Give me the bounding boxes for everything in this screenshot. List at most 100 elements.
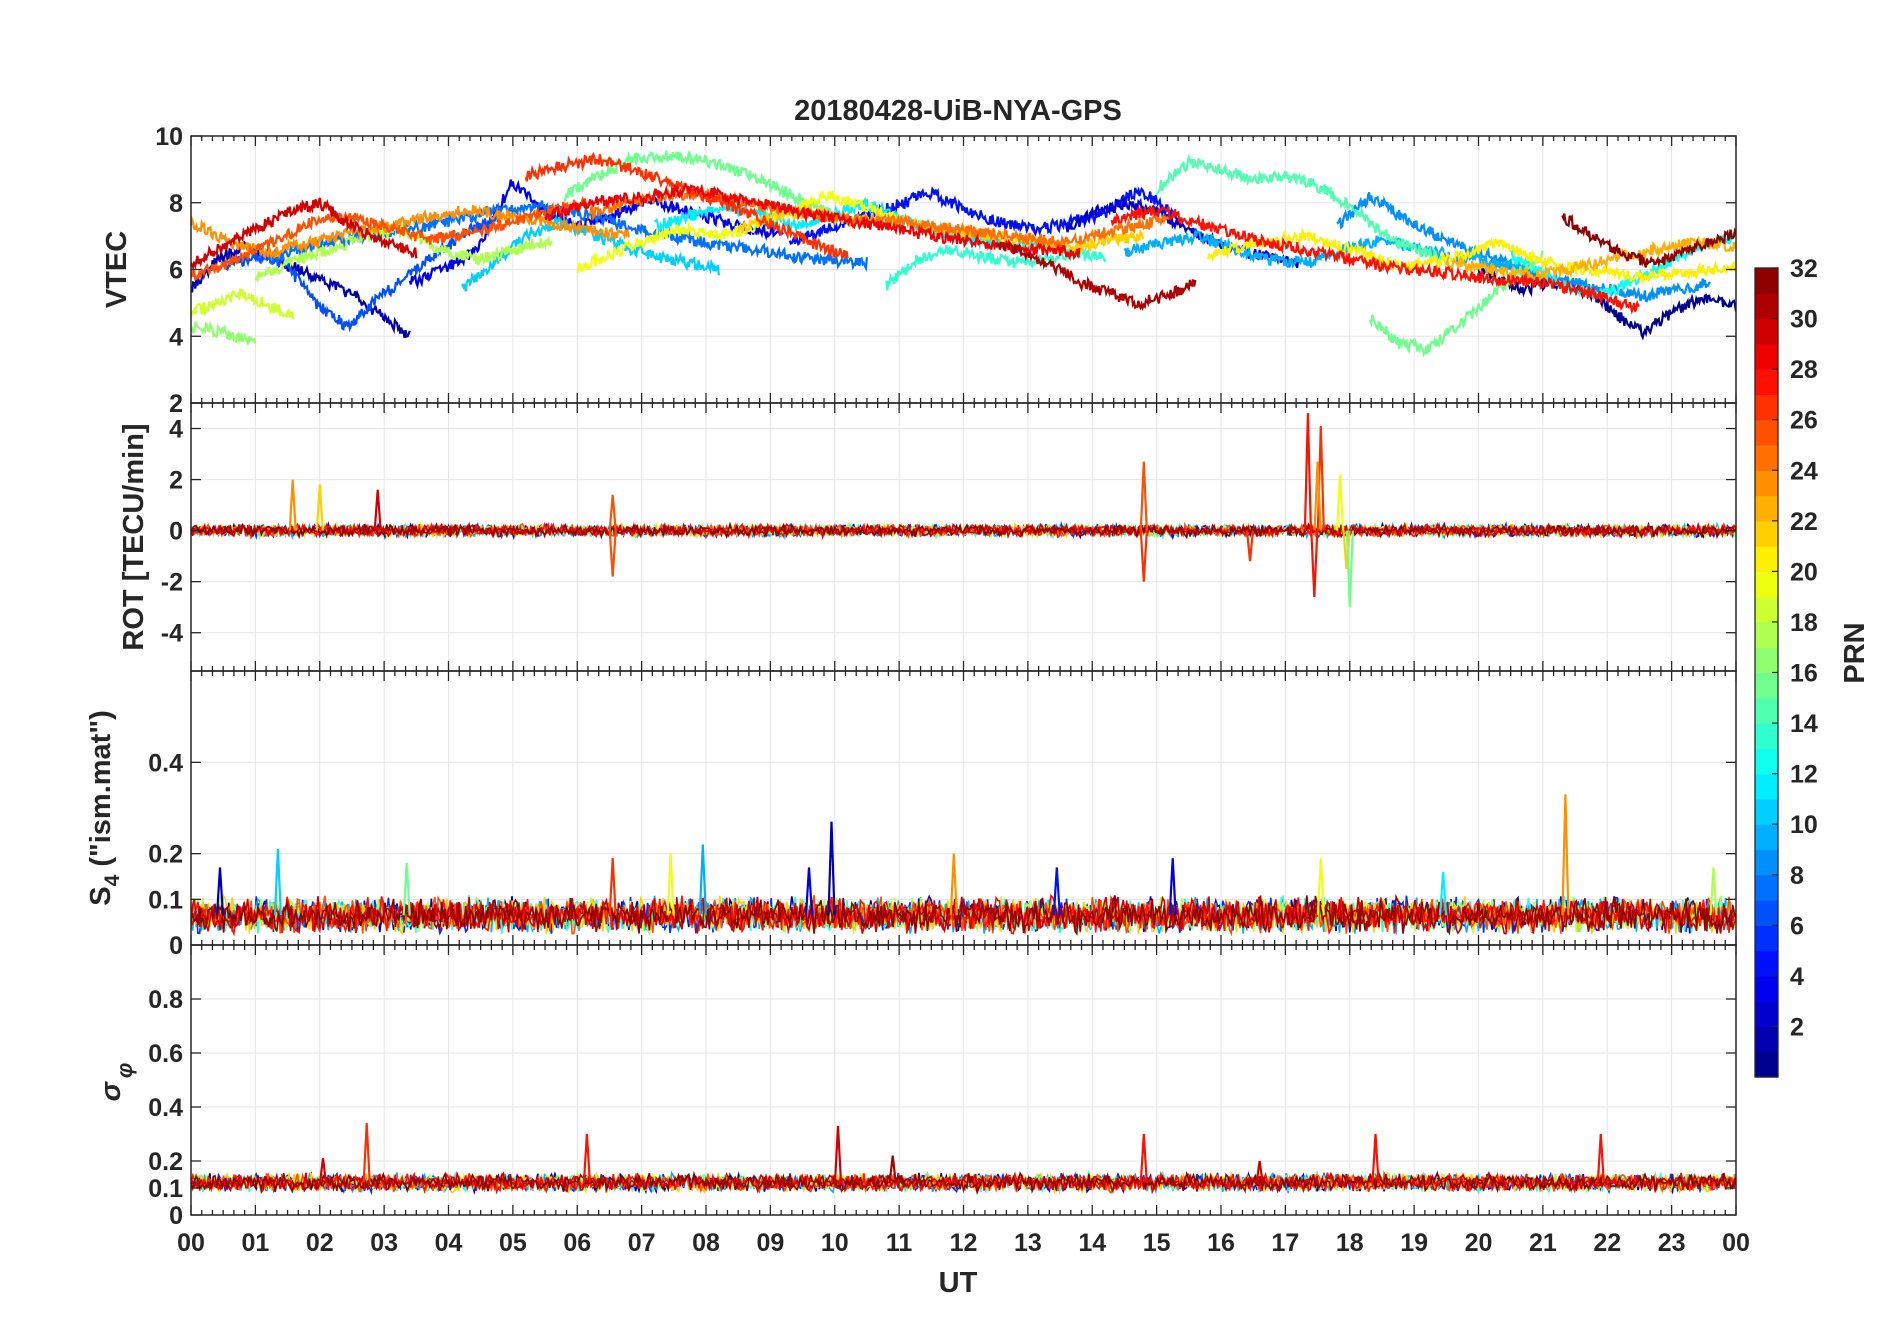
x-tick-label: 09 <box>756 1229 784 1257</box>
colorbar-segment-31 <box>1755 293 1778 320</box>
series-prn-32 <box>191 1170 1736 1196</box>
spike-prn-24 <box>1313 461 1322 531</box>
y-tick-label: 6 <box>169 257 183 285</box>
series-group-s4 <box>191 794 1736 937</box>
colorbar-segment-27 <box>1755 394 1778 421</box>
colorbar-segment-18 <box>1755 621 1778 648</box>
y-tick-label: 0.8 <box>148 986 183 1014</box>
colorbar-label: PRN <box>1839 622 1871 683</box>
y-tick-label: -4 <box>161 620 183 648</box>
x-tick-label: 08 <box>692 1229 720 1257</box>
colorbar-tick-label: 2 <box>1790 1013 1804 1041</box>
y-tick-label: 2 <box>169 390 183 418</box>
x-tick-label: 03 <box>370 1229 398 1257</box>
colorbar-segment-6 <box>1755 925 1778 952</box>
x-tick-label: 14 <box>1078 1229 1106 1257</box>
x-tick-label: 00 <box>1722 1229 1750 1257</box>
spike-prn-28 <box>1596 1133 1605 1183</box>
colorbar-segment-8 <box>1755 874 1778 901</box>
series-prn-32 <box>1561 213 1736 268</box>
colorbar-segment-30 <box>1755 318 1778 345</box>
series-prn-16 <box>563 150 836 221</box>
series-prn-32 <box>191 521 1736 540</box>
y-axis-title-s4: S4 ("ism.mat") <box>85 710 124 906</box>
y-axis-title-rot: ROT [TECU/min] <box>118 423 150 650</box>
spike-prn-20 <box>1336 474 1345 531</box>
spike-prn-30 <box>1255 1160 1264 1183</box>
x-tick-label: 16 <box>1207 1229 1235 1257</box>
x-tick-label: 23 <box>1658 1229 1686 1257</box>
series-prn-23 <box>1445 235 1736 284</box>
spike-prn-2 <box>827 821 836 916</box>
y-tick-label: 0.4 <box>148 1094 183 1122</box>
spike-prn-10 <box>698 844 707 916</box>
ticks-vtec <box>190 135 1737 404</box>
spike-prn-24 <box>288 479 297 531</box>
colorbar-tick-label: 20 <box>1790 558 1818 586</box>
spike-prn-27 <box>1139 530 1148 582</box>
series-prn-32 <box>191 893 1736 936</box>
series-prn-24 <box>191 204 630 261</box>
colorbar-tick-label: 12 <box>1790 761 1818 789</box>
colorbar-segment-17 <box>1755 647 1778 674</box>
spike-prn-22 <box>315 484 324 531</box>
colorbar-tick-label: 16 <box>1790 660 1818 688</box>
spike-prn-20 <box>666 853 675 916</box>
spike-prn-22 <box>1342 530 1351 569</box>
colorbar-tick-label: 8 <box>1790 862 1804 890</box>
spike-prn-24 <box>1561 794 1570 916</box>
x-tick-label: 06 <box>563 1229 591 1257</box>
colorbar-tick-label: 10 <box>1790 811 1818 839</box>
x-tick-label: 17 <box>1271 1229 1299 1257</box>
colorbar-segment-1 <box>1755 1051 1778 1078</box>
spike-prn-27 <box>608 858 617 916</box>
spike-prn-30 <box>373 489 382 531</box>
spike-prn-5 <box>1052 867 1061 916</box>
x-tick-label: 00 <box>177 1229 205 1257</box>
colorbar-segment-7 <box>1755 900 1778 926</box>
x-tick-label: 15 <box>1143 1229 1171 1257</box>
x-tick-label: 22 <box>1593 1229 1621 1257</box>
colorbar-segment-16 <box>1755 672 1778 699</box>
x-tick-label: 12 <box>950 1229 978 1257</box>
y-tick-label: 0.6 <box>148 1040 183 1068</box>
x-tick-label: 21 <box>1529 1229 1557 1257</box>
x-tick-label: 13 <box>1014 1229 1042 1257</box>
series-prn-26 <box>191 195 591 281</box>
panel-sigma-phi: 00.10.2 0.4 0.6 0.8 σφ <box>95 944 1737 1230</box>
y-tick-label: 8 <box>169 190 183 218</box>
ticks-s4 <box>190 671 1737 946</box>
colorbar-segment-11 <box>1755 798 1778 825</box>
series-group-rot <box>191 413 1736 608</box>
series-group-sigma-phi <box>191 1123 1736 1196</box>
series-prn-14 <box>885 244 1107 291</box>
spike-prn-27 <box>1245 530 1255 562</box>
series-prn-2 <box>191 240 411 339</box>
x-tick-label: 02 <box>306 1229 334 1257</box>
colorbar-segment-29 <box>1755 343 1778 370</box>
spike-prn-11 <box>273 849 282 916</box>
x-tick-label: 01 <box>241 1229 269 1257</box>
colorbar-segment-22 <box>1755 520 1778 547</box>
spike-prn-30 <box>833 1125 843 1183</box>
spike-prn-18 <box>1709 867 1718 916</box>
x-tick-label: 04 <box>435 1229 463 1257</box>
series-prn-15 <box>1155 153 1447 266</box>
colorbar-tick-label: 30 <box>1790 306 1818 334</box>
series-prn-20 <box>576 189 901 274</box>
y-tick-label: 0 <box>169 518 183 546</box>
colorbar-tick-label: 26 <box>1790 407 1818 435</box>
x-tick-label: 18 <box>1336 1229 1364 1257</box>
series-prn-14 <box>191 1169 1736 1195</box>
spike-prn-12 <box>1439 871 1448 916</box>
y-tick-label: 0.4 <box>148 749 183 777</box>
spike-prn-28 <box>582 1133 591 1183</box>
spike-prn-4 <box>1168 858 1177 916</box>
spike-prn-26 <box>608 494 617 531</box>
spike-prn-16 <box>1345 530 1354 608</box>
series-prn-29 <box>544 182 1081 261</box>
colorbar-segment-32 <box>1755 268 1778 294</box>
y-tick-label: 4 <box>169 416 183 444</box>
colorbar-segment-19 <box>1755 596 1778 623</box>
spike-prn-28 <box>1139 1133 1148 1183</box>
